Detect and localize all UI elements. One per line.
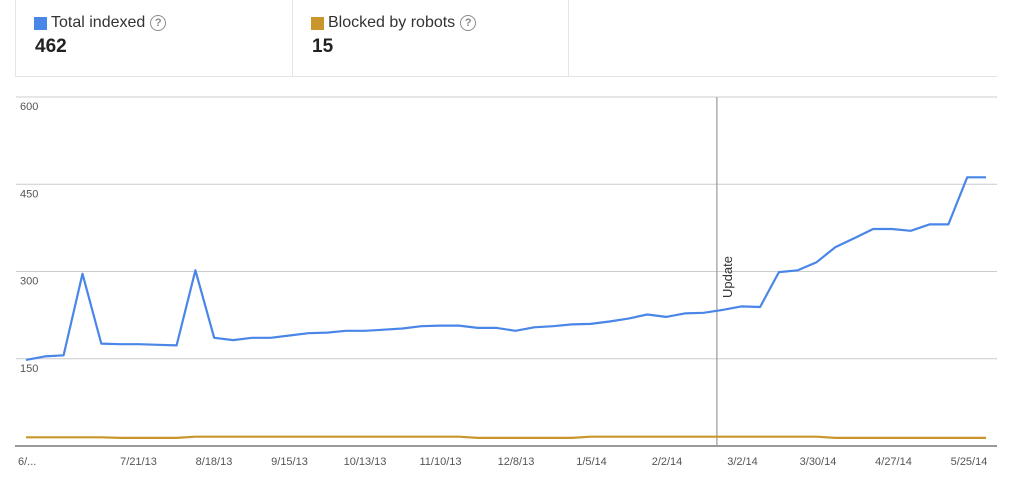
x-tick-label: 3/30/14 <box>800 456 837 468</box>
series-line-total-indexed <box>25 176 986 361</box>
x-tick-label: 4/27/14 <box>875 456 912 468</box>
series-color-swatch <box>34 16 47 30</box>
x-tick-label: 9/15/13 <box>271 456 308 468</box>
grid <box>15 96 997 447</box>
y-tick-label: 150 <box>20 363 38 375</box>
x-tick-label: 12/8/13 <box>498 456 535 468</box>
legend-value: 462 <box>35 36 67 57</box>
axis-labels: 150 300 450 600 6/... 7/21/13 8/18/13 9/15/13 10… <box>18 101 987 468</box>
y-tick-label: 450 <box>20 188 38 200</box>
legend-item-blocked-by-robots[interactable]: Blocked by robots ? 15 <box>293 0 569 76</box>
legend-value: 15 <box>312 36 334 57</box>
legend-head: Blocked by robots ? <box>311 14 477 32</box>
x-tick-label: 6/... <box>18 456 36 468</box>
x-tick-label: 1/5/14 <box>576 456 607 468</box>
x-tick-label: 10/13/13 <box>344 456 387 468</box>
legend-label: Blocked by robots <box>328 14 456 31</box>
series-color-swatch <box>311 16 324 30</box>
legend-item-total-indexed[interactable]: Total indexed ? 462 <box>16 0 293 76</box>
legend-bar: Total indexed ? 462 Blocked by robots ? … <box>15 0 997 77</box>
annotation-layer: Update <box>716 97 735 446</box>
help-icon[interactable]: ? <box>460 15 477 31</box>
x-tick-label: 8/18/13 <box>196 456 233 468</box>
series-line-blocked-by-robots <box>26 435 986 439</box>
x-tick-label: 2/2/14 <box>652 456 683 468</box>
x-tick-label: 5/25/14 <box>951 456 988 468</box>
x-tick-label: 11/10/13 <box>419 456 461 468</box>
annotation-label: Update <box>720 256 735 298</box>
series-layer <box>25 176 987 439</box>
legend-label: Total indexed <box>51 14 146 31</box>
y-tick-label: 600 <box>20 101 38 113</box>
y-tick-label: 300 <box>20 276 38 288</box>
x-tick-label: 3/2/14 <box>727 456 758 468</box>
x-tick-label: 7/21/13 <box>120 456 157 468</box>
legend-head: Total indexed ? <box>34 14 167 32</box>
help-icon[interactable]: ? <box>150 15 167 31</box>
